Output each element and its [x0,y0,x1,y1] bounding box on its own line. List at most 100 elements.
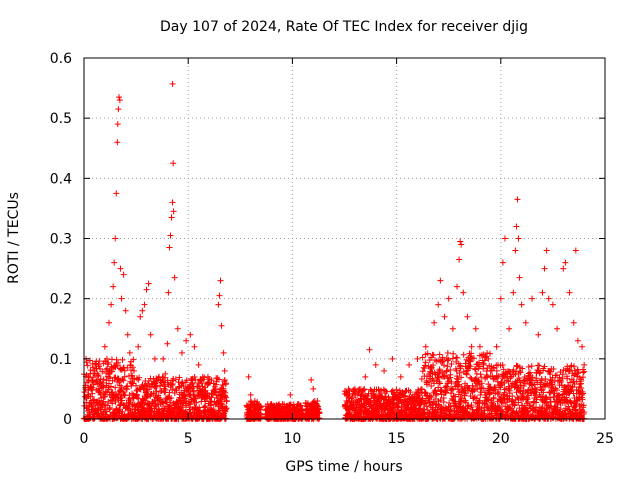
data-point [314,397,321,404]
data-point [195,361,202,368]
data-point [168,214,175,221]
data-point [426,398,433,405]
data-point [105,359,112,366]
data-point [450,350,457,357]
data-point [468,402,475,409]
data-point [107,383,114,390]
data-point [124,404,131,411]
data-point [549,301,556,308]
data-point [441,372,448,379]
data-point [460,351,467,358]
x-axis-label: GPS time / hours [285,459,402,475]
data-point [383,388,390,395]
data-point [438,403,445,410]
data-point [102,393,109,400]
data-point [556,374,563,381]
data-point [111,363,118,370]
data-point [141,301,148,308]
data-point [519,390,526,397]
data-point [424,350,431,357]
data-point [425,363,432,370]
data-point [407,389,414,396]
data-point [121,367,128,374]
data-point [535,331,542,338]
data-point [169,386,176,393]
data-point [454,283,461,290]
data-point [372,361,379,368]
data-point [316,409,323,416]
data-point [434,375,441,382]
data-point [130,356,137,363]
data-point [570,378,577,385]
data-point [381,406,388,413]
data-point [107,404,114,411]
data-point [142,397,149,404]
data-point [569,384,576,391]
data-point [525,398,532,405]
data-point [422,389,429,396]
data-point [191,343,198,350]
data-point [423,403,430,410]
y-tick-label: 0.1 [50,352,72,368]
data-point [558,378,565,385]
data-point [140,385,147,392]
data-point [468,343,475,350]
data-point [440,394,447,401]
data-point [343,397,350,404]
data-point [472,382,479,389]
data-point [574,370,581,377]
data-point [192,376,199,383]
data-point [153,388,160,395]
data-point [169,199,176,206]
data-point [143,286,150,293]
data-point [281,403,288,410]
data-point [553,387,560,394]
data-point [125,403,132,410]
y-tick-label: 0.2 [50,292,72,308]
data-point [430,362,437,369]
data-point [295,400,302,407]
data-point [422,362,429,369]
data-point [116,408,123,415]
data-point [135,343,142,350]
data-point [187,392,194,399]
data-point [112,235,119,242]
data-point [103,369,110,376]
x-tick-label: 15 [388,431,406,447]
data-point [484,350,491,357]
data-point [89,364,96,371]
data-point [467,392,474,399]
data-point [422,389,429,396]
data-point [165,289,172,296]
data-point [133,392,140,399]
grid-lines [84,58,605,419]
x-tick-label: 0 [80,431,89,447]
data-point [542,375,549,382]
data-point [418,385,425,392]
data-point [109,377,116,384]
data-point [166,389,173,396]
data-point [100,376,107,383]
data-point [493,343,500,350]
data-point [90,381,97,388]
data-point [454,373,461,380]
data-point [440,362,447,369]
data-point [129,379,136,386]
data-point [548,377,555,384]
data-point [505,378,512,385]
data-point [133,382,140,389]
data-point [201,374,208,381]
data-point [419,368,426,375]
data-point [247,391,254,398]
data-point [196,404,203,411]
data-point [471,387,478,394]
data-point [381,367,388,374]
data-point [447,371,454,378]
data-point [498,379,505,386]
data-point [172,376,179,383]
data-point [223,380,229,387]
x-tick-label: 10 [283,431,301,447]
data-point [554,325,561,332]
data-point [129,405,136,412]
data-point [187,331,194,338]
